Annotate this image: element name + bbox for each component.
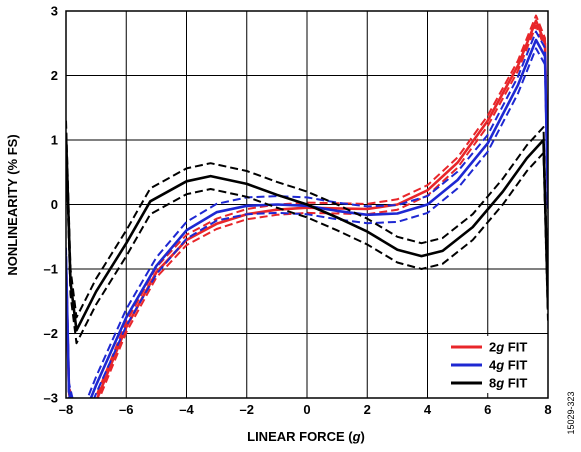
plot-frame <box>65 10 549 399</box>
y-tick-labels: –3 –2 –1 0 1 2 3 <box>44 4 58 406</box>
y-tick-label: –1 <box>44 262 58 277</box>
y-tick-label: 1 <box>51 133 58 148</box>
y-tick-label: 2 <box>51 68 58 83</box>
x-tick-label: 2 <box>364 402 371 417</box>
x-tick-label: –8 <box>59 402 73 417</box>
series-2g-lower-bound <box>66 24 548 398</box>
x-tick-labels: –8 –6 –4 –2 0 2 4 6 8 <box>59 402 552 417</box>
y-tick-label: 0 <box>51 197 58 212</box>
y-tick-label: –3 <box>44 391 58 406</box>
x-tick-label: 8 <box>544 402 551 417</box>
x-tick-label: –4 <box>179 402 194 417</box>
series-4g-lower-bound <box>66 47 548 398</box>
figure-id: 15029-323 <box>566 391 576 434</box>
legend-label: 2g FIT <box>489 340 527 355</box>
series-2g-upper-bound <box>66 14 548 398</box>
legend-label: 4g FIT <box>489 358 527 373</box>
plot-series <box>66 14 548 398</box>
x-tick-label: –6 <box>119 402 133 417</box>
x-tick-label: 4 <box>424 402 432 417</box>
legend-label: 8g FIT <box>489 376 527 391</box>
x-tick-label: –2 <box>240 402 254 417</box>
series-4g-upper-bound <box>66 30 548 398</box>
x-tick-label: 0 <box>303 402 310 417</box>
y-tick-label: 3 <box>51 4 58 19</box>
series-8g-upper-bound <box>66 120 548 319</box>
x-axis-label: LINEAR FORCE (g) <box>247 429 365 444</box>
y-axis-label: NONLINEARITY (% FS) <box>5 134 20 275</box>
series-2g-fit-line <box>66 19 548 398</box>
legend: 2g FIT 4g FIT 8g FIT <box>446 336 546 393</box>
x-tick-label: 6 <box>484 402 491 417</box>
series-8g-fit-line <box>66 133 548 332</box>
series-8g-lower-bound <box>66 146 548 345</box>
y-tick-label: –2 <box>44 326 58 341</box>
